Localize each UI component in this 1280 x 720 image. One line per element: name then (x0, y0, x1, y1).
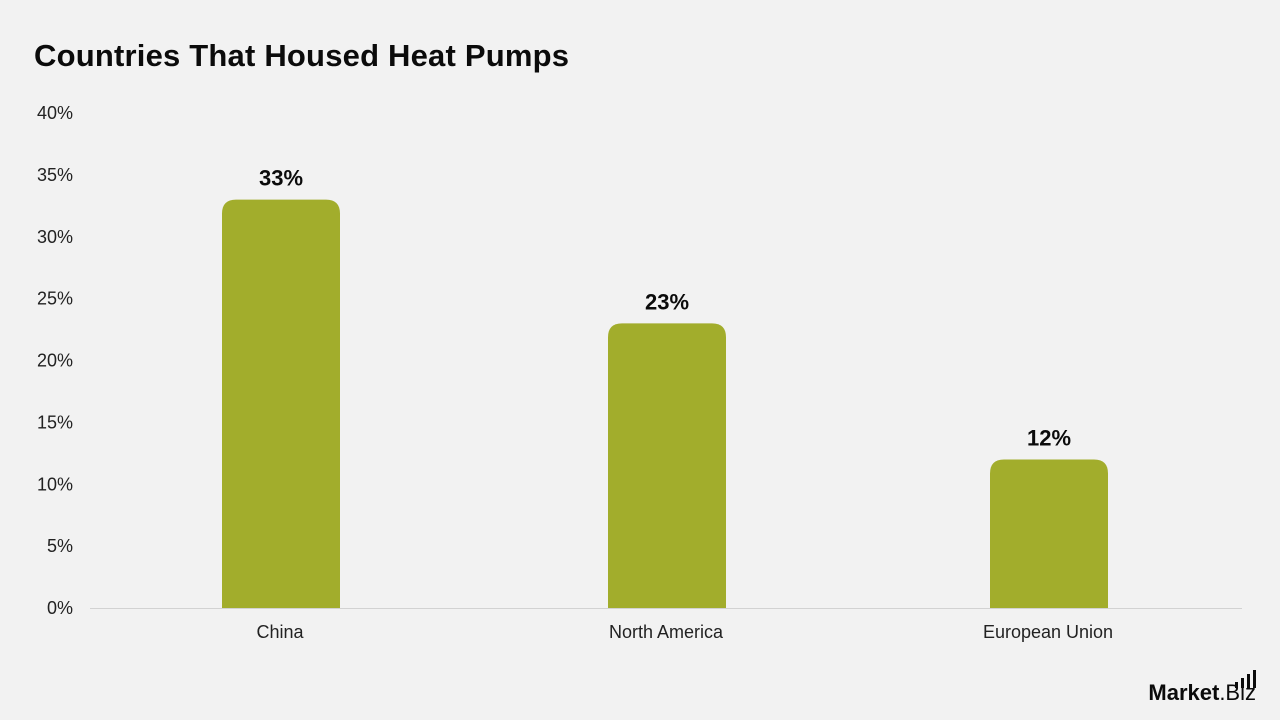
y-tick-label: 20% (37, 351, 73, 371)
data-label: 33% (259, 166, 303, 191)
x-category-label: North America (609, 622, 724, 642)
chart-title: Countries That Housed Heat Pumps (34, 38, 570, 73)
category-labels-group: China North America European Union (256, 622, 1113, 642)
data-labels-group: 33% 23% 12% (259, 166, 1071, 451)
y-tick-label: 5% (47, 536, 73, 556)
brand-logo: Market .Biz (1148, 670, 1257, 706)
bar-north-america (608, 323, 726, 608)
data-label: 12% (1027, 426, 1071, 451)
x-category-label: European Union (983, 622, 1113, 642)
y-axis-ticks: 0% 5% 10% 15% 20% 25% 30% 35% 40% (37, 103, 73, 618)
logo-bars-icon (1235, 670, 1257, 688)
y-tick-label: 10% (37, 474, 73, 494)
logo-main-text: Market (1148, 680, 1220, 705)
y-tick-label: 30% (37, 227, 73, 247)
x-category-label: China (256, 622, 304, 642)
y-tick-label: 40% (37, 103, 73, 123)
data-label: 23% (645, 289, 689, 314)
y-tick-label: 35% (37, 165, 73, 185)
bar-european-union (990, 459, 1108, 608)
y-tick-label: 15% (37, 412, 73, 432)
y-tick-label: 25% (37, 289, 73, 309)
bars-group (222, 199, 1108, 608)
y-tick-label: 0% (47, 598, 73, 618)
bar-china (222, 199, 340, 608)
